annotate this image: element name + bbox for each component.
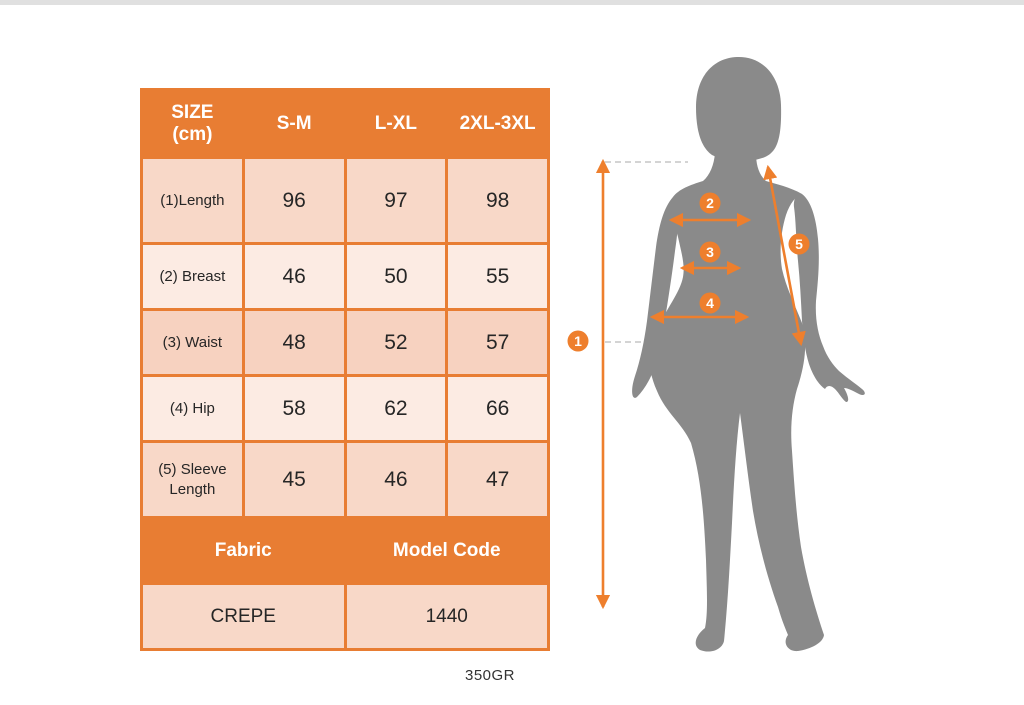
marker-2: 2: [699, 192, 721, 214]
breast-lxl: 50: [343, 242, 449, 311]
row-label-length: (1)Length: [140, 156, 245, 245]
table-row-breast: (2) Breast 46 50 55: [140, 242, 550, 311]
measure-arrow-sleeve: [763, 164, 806, 347]
top-edge-strip: [0, 0, 1024, 5]
marker-circle-3: [699, 241, 721, 263]
row-label-sleeve-length: (5) Sleeve Length: [140, 440, 245, 519]
marker-number-2: 2: [706, 195, 714, 211]
body-measurement-diagram: 1 2 3 4 5: [567, 56, 865, 652]
marker-5: 5: [788, 233, 810, 255]
breast-2xl3xl: 55: [445, 242, 550, 311]
marker-1: 1: [567, 330, 589, 352]
figure-right-arm: [793, 193, 865, 402]
marker-circle-1: [567, 330, 589, 352]
waist-2xl3xl: 57: [445, 308, 550, 377]
marker-number-4: 4: [706, 295, 714, 311]
fabric-value: CREPE: [140, 582, 347, 651]
header-size-lxl: L-XL: [343, 88, 449, 159]
row-label-breast: (2) Breast: [140, 242, 245, 311]
marker-number-3: 3: [706, 244, 714, 260]
marker-circle-5: [788, 233, 810, 255]
figure-left-arm: [632, 196, 679, 398]
waist-lxl: 52: [343, 308, 449, 377]
table-row-length: (1)Length 96 97 98: [140, 156, 550, 245]
sleeve-2xl3xl: 47: [445, 440, 550, 519]
hip-2xl3xl: 66: [445, 374, 550, 443]
row-label-waist: (3) Waist: [140, 308, 245, 377]
footer-fabric-label: Fabric: [140, 516, 347, 585]
length-lxl: 97: [343, 156, 449, 245]
marker-4: 4: [699, 292, 721, 314]
length-sm: 96: [241, 156, 347, 245]
marker-number-1: 1: [574, 333, 582, 349]
hip-lxl: 62: [343, 374, 449, 443]
header-size-cm: SIZE (cm): [140, 88, 245, 159]
table-footer-header-row: Fabric Model Code: [140, 516, 550, 585]
marker-number-5: 5: [795, 236, 803, 252]
header-size-sm: S-M: [241, 88, 347, 159]
sleeve-lxl: 46: [343, 440, 449, 519]
size-chart-table: SIZE (cm) S-M L-XL 2XL-3XL (1)Length 96 …: [140, 88, 550, 651]
marker-3: 3: [699, 241, 721, 263]
figure-head-hair: [696, 56, 782, 162]
row-label-hip: (4) Hip: [140, 374, 245, 443]
table-footer-value-row: CREPE 1440: [140, 582, 550, 651]
header-size-2xl3xl: 2XL-3XL: [445, 88, 550, 159]
weight-note: 350GR: [464, 667, 516, 684]
footer-model-code-label: Model Code: [343, 516, 550, 585]
marker-circle-2: [699, 192, 721, 214]
marker-circle-4: [699, 292, 721, 314]
breast-sm: 46: [241, 242, 347, 311]
table-row-sleeve-length: (5) Sleeve Length 45 46 47: [140, 440, 550, 519]
sleeve-sm: 45: [241, 440, 347, 519]
length-2xl3xl: 98: [445, 156, 550, 245]
waist-sm: 48: [241, 308, 347, 377]
table-row-waist: (3) Waist 48 52 57: [140, 308, 550, 377]
figure-silhouette: [632, 56, 865, 652]
table-row-hip: (4) Hip 58 62 66: [140, 374, 550, 443]
table-header-row: SIZE (cm) S-M L-XL 2XL-3XL: [140, 88, 550, 159]
model-code-value: 1440: [343, 582, 550, 651]
hip-sm: 58: [241, 374, 347, 443]
